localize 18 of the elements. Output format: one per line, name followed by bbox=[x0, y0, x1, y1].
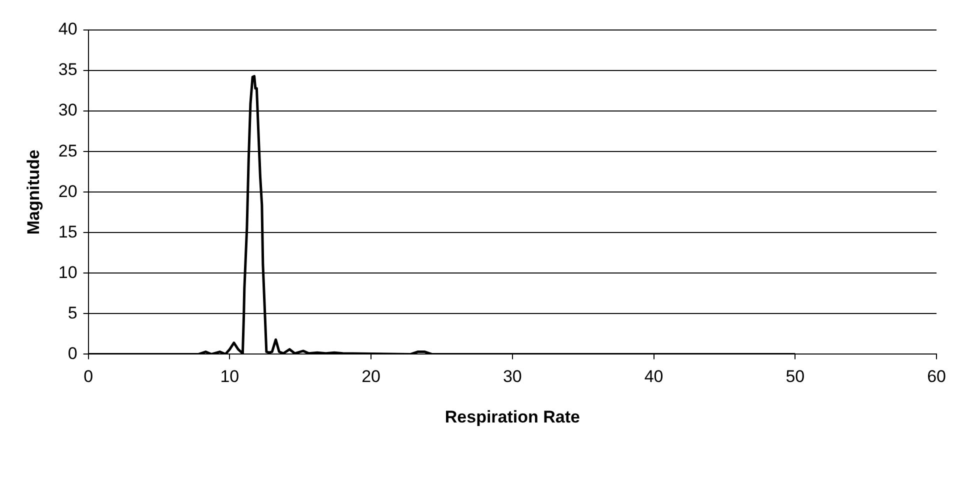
x-tick-label: 0 bbox=[84, 367, 94, 386]
y-tick-label: 10 bbox=[58, 262, 78, 282]
y-tick-label: 5 bbox=[68, 303, 78, 322]
y-axis-title: Magnitude bbox=[24, 150, 43, 235]
x-tick-label: 60 bbox=[927, 367, 946, 386]
y-tick-label: 15 bbox=[58, 222, 78, 242]
y-tick-label: 25 bbox=[58, 141, 78, 160]
y-tick-label: 20 bbox=[58, 182, 78, 201]
y-tick-label: 30 bbox=[58, 100, 78, 120]
x-tick-label: 20 bbox=[362, 367, 381, 386]
y-tick-label: 40 bbox=[58, 20, 78, 39]
x-axis-title: Respiration Rate bbox=[444, 407, 580, 426]
x-tick-label: 10 bbox=[220, 367, 240, 386]
y-tick-label: 0 bbox=[68, 344, 78, 363]
x-tick-label: 40 bbox=[644, 367, 664, 386]
y-tick-label: 35 bbox=[58, 60, 78, 80]
x-tick-label: 30 bbox=[502, 367, 522, 386]
x-tick-label: 50 bbox=[786, 367, 805, 386]
